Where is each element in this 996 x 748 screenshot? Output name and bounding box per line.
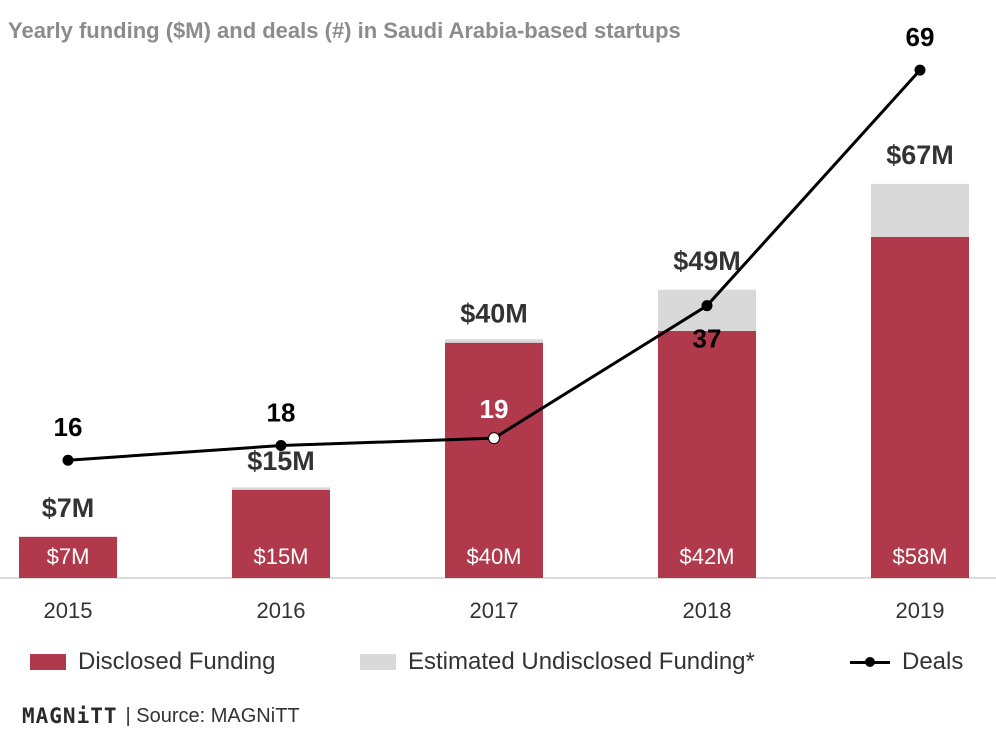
deals-point-2017	[488, 432, 500, 445]
bar-total-label-2015: $7M	[42, 493, 95, 523]
bar-disclosed-label-2019: $58M	[892, 544, 947, 569]
legend-label-deals: Deals	[902, 648, 964, 675]
deals-label-2018: 37	[693, 324, 722, 354]
footer: MAGNiTT | Source: MAGNiTT	[22, 704, 300, 728]
deals-label-2016: 18	[267, 398, 296, 428]
deals-label-2015: 16	[54, 412, 83, 442]
bar-disclosed-label-2016: $15M	[253, 544, 308, 569]
x-tick-label-2015: 2015	[44, 598, 93, 623]
source-note: | Source: MAGNiTT	[125, 704, 300, 727]
chart-title: Yearly funding ($M) and deals (#) in Sau…	[8, 18, 681, 43]
deals-point-2015	[62, 454, 74, 466]
chart-legend: Disclosed Funding Estimated Undisclosed …	[0, 648, 996, 684]
x-tick-label-2017: 2017	[470, 598, 519, 623]
x-tick-label-2019: 2019	[896, 598, 945, 623]
legend-label-disclosed: Disclosed Funding	[78, 648, 276, 675]
legend-label-undisclosed: Estimated Undisclosed Funding*	[408, 648, 755, 675]
bar-disclosed-label-2018: $42M	[679, 544, 734, 569]
x-tick-label-2016: 2016	[257, 598, 306, 623]
bar-total-label-2019: $67M	[886, 140, 954, 170]
bar-total-label-2017: $40M	[460, 299, 528, 329]
legend-item-deals: Deals	[850, 648, 963, 676]
bar-undisclosed-2019	[871, 183, 969, 237]
legend-swatch-undisclosed	[360, 654, 396, 670]
bar-disclosed-2018	[658, 330, 756, 578]
x-tick-label-2018: 2018	[683, 598, 732, 623]
bar-disclosed-2019	[871, 236, 969, 578]
bar-disclosed-2017	[445, 342, 543, 578]
bar-disclosed-label-2017: $40M	[466, 544, 521, 569]
deals-point-2016	[275, 440, 287, 452]
legend-item-undisclosed: Estimated Undisclosed Funding*	[360, 648, 755, 676]
legend-swatch-deals	[850, 654, 890, 670]
bar-undisclosed-2017	[445, 339, 543, 343]
deals-point-2019	[914, 64, 926, 76]
legend-swatch-disclosed	[30, 654, 66, 670]
deals-label-2017: 19	[480, 394, 509, 424]
bar-disclosed-2016	[232, 489, 330, 578]
bar-disclosed-label-2015: $7M	[47, 544, 90, 569]
bar-total-label-2018: $49M	[673, 246, 741, 276]
deals-label-2019: 69	[906, 22, 935, 52]
bar-undisclosed-2016	[232, 487, 330, 490]
legend-item-disclosed: Disclosed Funding	[30, 648, 275, 676]
bar-disclosed-2015	[19, 536, 117, 578]
brand-logo: MAGNiTT	[22, 704, 118, 728]
chart-plot: $7M$7M2015$15M$15M2016$40M$40M2017$42M$4…	[0, 22, 996, 623]
deals-point-2018	[701, 300, 713, 312]
